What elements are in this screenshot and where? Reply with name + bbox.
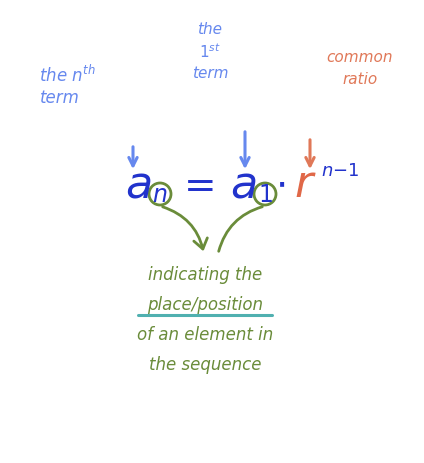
- Text: $a$: $a$: [125, 163, 151, 206]
- FancyArrowPatch shape: [219, 207, 262, 252]
- Text: the $n^{th}$: the $n^{th}$: [39, 64, 97, 85]
- Text: $n$: $n$: [152, 182, 167, 206]
- Text: place/position: place/position: [147, 295, 263, 313]
- Text: ratio: ratio: [342, 72, 378, 88]
- Text: common: common: [327, 50, 393, 65]
- Text: $a$: $a$: [230, 163, 256, 206]
- Text: $\cdot$: $\cdot$: [275, 166, 285, 204]
- FancyArrowPatch shape: [163, 207, 207, 250]
- Text: term: term: [192, 66, 228, 81]
- Text: $=$: $=$: [176, 166, 214, 204]
- Text: the: the: [198, 22, 223, 38]
- Text: $1^{st}$: $1^{st}$: [199, 43, 221, 61]
- Text: indicating the: indicating the: [148, 265, 262, 283]
- Text: $r$: $r$: [294, 163, 316, 206]
- Text: $n{-}1$: $n{-}1$: [321, 162, 359, 180]
- Text: the sequence: the sequence: [149, 355, 261, 373]
- Text: term: term: [40, 89, 80, 107]
- Text: $1$: $1$: [258, 182, 272, 206]
- Text: of an element in: of an element in: [137, 325, 273, 343]
